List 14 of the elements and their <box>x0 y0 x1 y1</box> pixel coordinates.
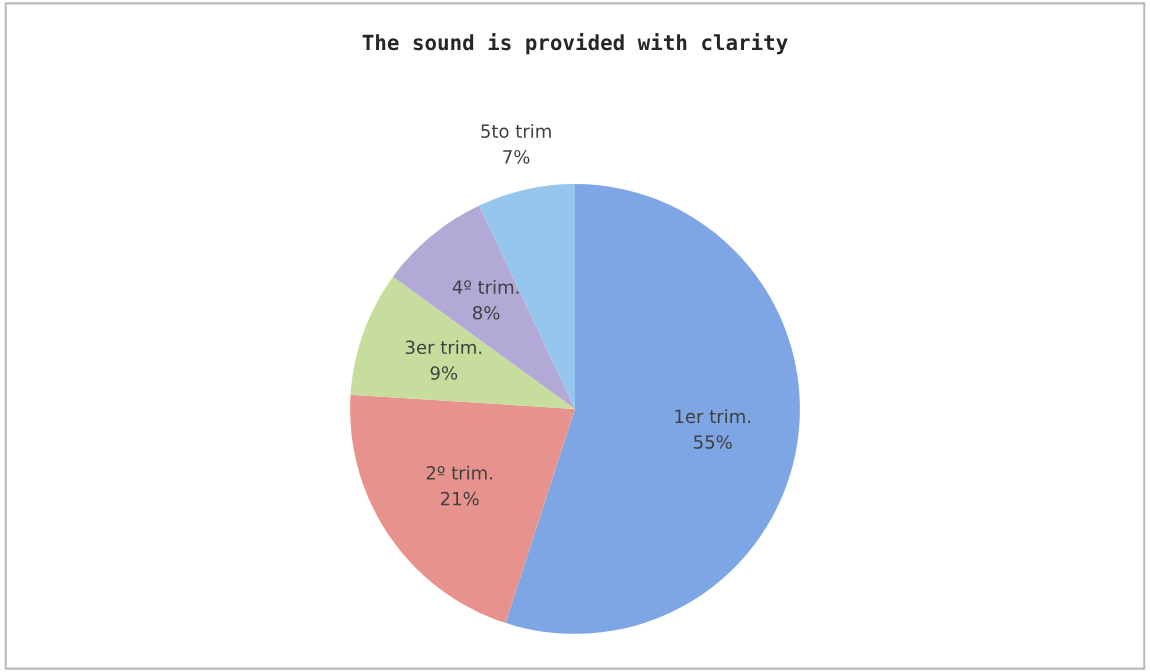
chart-title: The sound is provided with clarity <box>362 33 788 55</box>
slice-label: 1er trim. <box>675 409 751 424</box>
pie-slice <box>350 276 575 409</box>
data-label: 8% <box>473 305 500 320</box>
slice-label: 3er trim. <box>405 340 482 355</box>
data-label: 7% <box>503 150 530 164</box>
data-label: 21% <box>440 491 479 506</box>
slice-label: 2º trim. <box>426 465 493 480</box>
data-label: 55% <box>694 435 732 449</box>
slice-label: 4º trim. <box>452 279 519 294</box>
pie-slice <box>393 205 575 409</box>
slice-label: 5to trim <box>481 123 551 138</box>
data-label: 9% <box>430 366 458 380</box>
pie-slice <box>350 394 575 623</box>
